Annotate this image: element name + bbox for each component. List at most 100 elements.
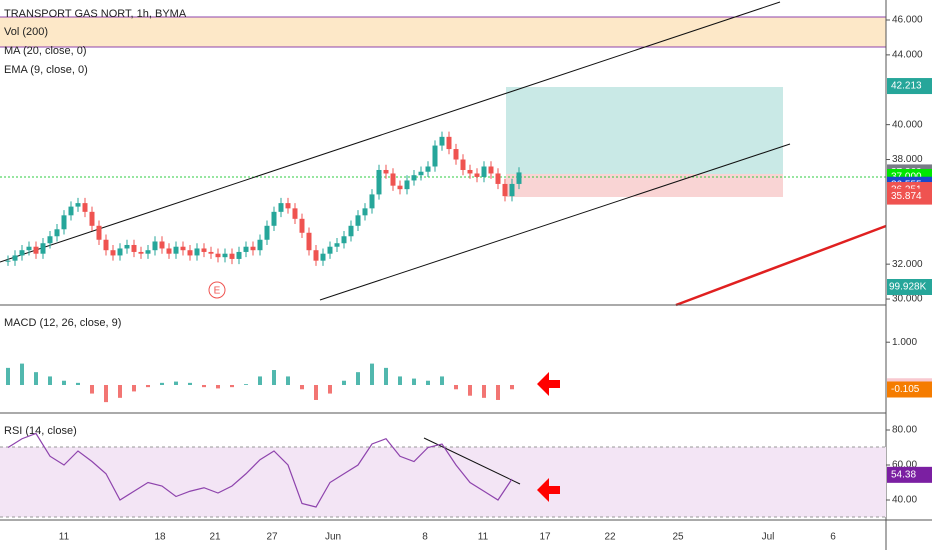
- stop-box: [506, 174, 783, 197]
- candle: [355, 215, 361, 226]
- axis-label: 30.000: [892, 294, 923, 305]
- axis-label: 38.000: [892, 154, 923, 165]
- candle: [68, 206, 74, 216]
- candle: [229, 253, 235, 259]
- candle: [26, 246, 32, 251]
- macd-bar: [510, 385, 514, 390]
- candle: [397, 185, 403, 190]
- candle: [159, 241, 165, 249]
- macd-bar: [104, 385, 108, 403]
- macd-bar: [20, 363, 24, 385]
- target-box: [506, 87, 783, 174]
- rsi-title: RSI (14, close): [4, 425, 77, 437]
- candle: [418, 171, 424, 176]
- price-tag: [887, 78, 932, 95]
- macd-bar: [34, 372, 38, 385]
- macd-bar: [48, 376, 52, 385]
- candle: [285, 203, 291, 209]
- macd-bar: [6, 367, 10, 385]
- candle: [124, 244, 130, 249]
- macd-title: MACD (12, 26, close, 9): [4, 317, 121, 329]
- time-label: 17: [539, 532, 551, 543]
- candle: [432, 145, 438, 167]
- time-label: Jul: [762, 532, 775, 543]
- candle: [131, 244, 137, 252]
- candle: [362, 208, 368, 216]
- candle: [138, 251, 144, 254]
- macd-bar: [454, 385, 458, 390]
- candle: [327, 246, 333, 254]
- candle: [152, 241, 158, 251]
- axis-label: 46.000: [892, 15, 923, 26]
- time-label: 25: [672, 532, 684, 543]
- macd-bar: [146, 385, 150, 388]
- candle: [488, 166, 494, 174]
- candle: [173, 246, 179, 254]
- candle: [222, 253, 228, 258]
- candle: [278, 203, 284, 212]
- candle: [54, 229, 60, 237]
- price-tag: [887, 466, 932, 483]
- macd-bar: [328, 385, 332, 394]
- time-label: 6: [830, 532, 836, 543]
- candle: [502, 183, 508, 197]
- macd-bar: [468, 385, 472, 396]
- time-label: Jun: [325, 532, 341, 543]
- legend-title: TRANSPORT GAS NORT, 1h, BYMA: [4, 8, 187, 20]
- macd-bar: [496, 385, 500, 400]
- trend-line: [675, 224, 887, 307]
- candle: [509, 183, 515, 197]
- price-tag-label: -0.105: [891, 384, 920, 395]
- macd-bar: [90, 385, 94, 394]
- candle: [75, 203, 81, 207]
- time-label: 22: [604, 532, 616, 543]
- candle: [250, 246, 256, 251]
- candle: [264, 225, 270, 240]
- time-label: 8: [422, 532, 428, 543]
- macd-bar: [384, 367, 388, 385]
- arrow: [537, 372, 560, 396]
- macd-bar: [160, 382, 164, 385]
- candle: [145, 250, 151, 254]
- candle: [334, 243, 340, 247]
- axis-label: 60.00: [892, 460, 917, 471]
- candle: [47, 236, 53, 244]
- candle: [187, 250, 193, 256]
- candle: [341, 236, 347, 244]
- macd-bar: [258, 376, 262, 385]
- rsi-trend-line: [423, 437, 521, 485]
- candle: [425, 166, 431, 172]
- candle: [495, 173, 501, 184]
- macd-bar: [370, 363, 374, 385]
- candle: [96, 225, 102, 240]
- macd-bar: [398, 376, 402, 385]
- candle: [474, 173, 480, 177]
- time-label: 21: [209, 532, 221, 543]
- candle: [439, 136, 445, 146]
- candle: [82, 203, 88, 212]
- candle: [306, 232, 312, 251]
- macd-bar: [244, 384, 248, 385]
- candle: [19, 250, 25, 256]
- candle: [243, 246, 249, 252]
- macd-bar: [76, 382, 80, 385]
- axis-label: 1.000: [892, 337, 917, 348]
- candle: [292, 208, 298, 219]
- legend-vol: Vol (200): [4, 26, 48, 38]
- candle: [383, 169, 389, 174]
- candle: [411, 175, 417, 181]
- price-tag-label: 42.213: [891, 81, 922, 92]
- resistance-zone: [0, 17, 886, 47]
- macd-bar: [314, 385, 318, 400]
- macd-bar: [216, 385, 220, 389]
- candle: [215, 253, 221, 258]
- candle: [404, 180, 410, 190]
- candle: [89, 211, 95, 226]
- channel-line: [319, 143, 791, 301]
- time-label: 27: [266, 532, 278, 543]
- macd-bar: [440, 376, 444, 385]
- candle: [299, 218, 305, 233]
- axis-label: 40.00: [892, 495, 917, 506]
- macd-bar: [300, 385, 304, 390]
- candle: [446, 136, 452, 150]
